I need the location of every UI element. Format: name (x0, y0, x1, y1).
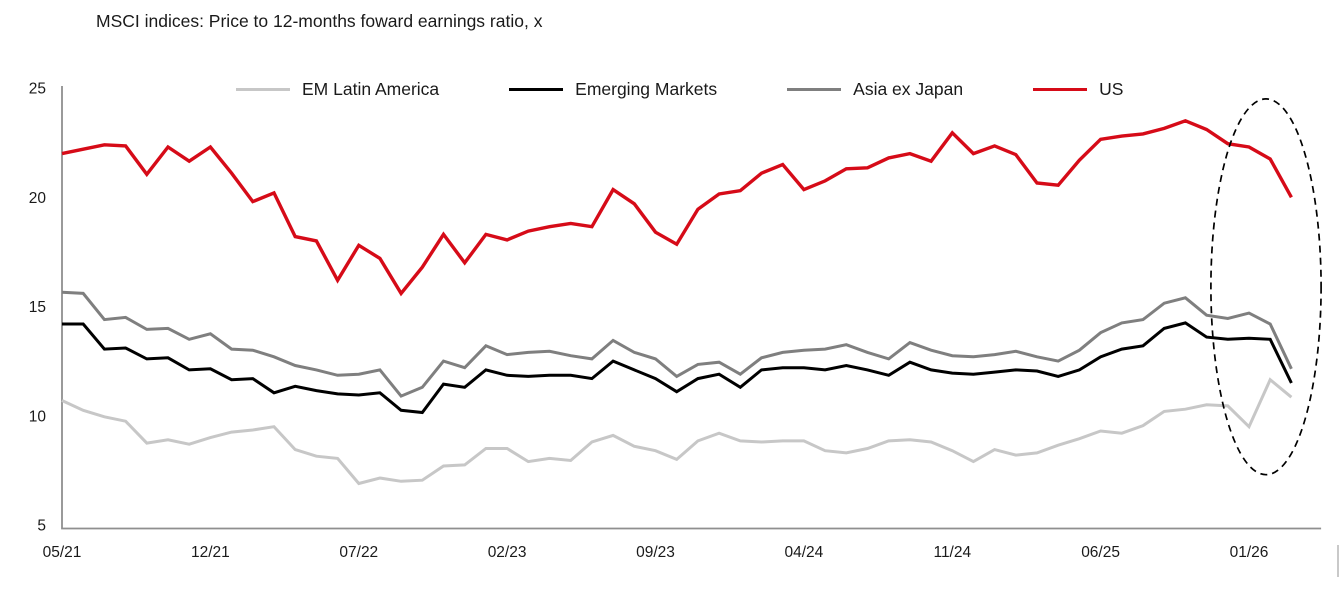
series-line-us (61, 118, 1293, 297)
x-tick-label: 07/22 (339, 544, 378, 561)
legend-label: US (1099, 79, 1124, 99)
y-tick-label: 15 (29, 299, 46, 316)
x-tick-label: 05/21 (43, 544, 82, 561)
legend-item-em-latin-america: EM Latin America (236, 79, 439, 100)
x-tick-label: 09/23 (636, 544, 675, 561)
series-line-asia-ex-japan (61, 290, 1293, 398)
x-tick-label: 11/24 (933, 544, 971, 561)
legend-swatch-asia-ex-japan (787, 88, 842, 91)
legend-item-asia-ex-japan: Asia ex Japan (787, 79, 963, 100)
y-tick-label: 5 (37, 518, 46, 535)
y-tick-label: 20 (29, 190, 47, 207)
chart-title: MSCI indices: Price to 12-months foward … (96, 11, 543, 31)
legend-swatch-us (1033, 87, 1088, 92)
y-tick-label: 25 (29, 81, 46, 98)
x-tick-label: 04/24 (785, 544, 824, 561)
x-tick-label: 06/25 (1081, 544, 1120, 561)
series-line-emerging-markets (62, 321, 1293, 415)
highlight-ellipse (1210, 98, 1322, 476)
y-tick-label: 10 (29, 408, 47, 425)
chart-legend: EM Latin America Emerging Markets Asia ex … (236, 79, 1123, 100)
series-line-em-latin-america (61, 377, 1293, 486)
legend-label: EM Latin America (302, 79, 440, 99)
legend-swatch-em-latin-america (236, 88, 290, 91)
x-tick-label: 12/21 (191, 544, 230, 561)
axis-lines (61, 86, 1322, 530)
legend-item-us: US (1033, 79, 1123, 100)
x-tick-label: 02/23 (488, 544, 527, 561)
legend-label: Emerging Markets (575, 79, 718, 99)
legend-swatch-emerging-markets (509, 88, 564, 91)
legend-item-emerging-markets: Emerging Markets (509, 79, 717, 100)
x-tick-label: 01/26 (1230, 544, 1269, 561)
legend-label: Asia ex Japan (853, 79, 964, 99)
window-edge-fragment (1337, 545, 1339, 577)
